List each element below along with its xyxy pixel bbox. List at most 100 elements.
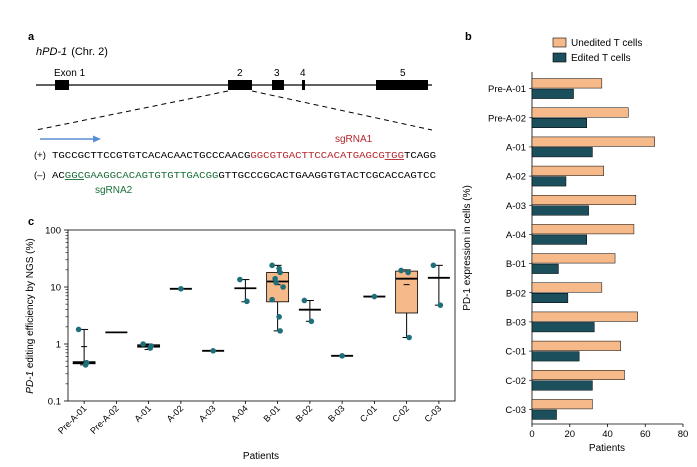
b-xtick-label: 40 (602, 429, 613, 440)
exon-5-box (376, 80, 428, 90)
c-point (308, 318, 315, 325)
gene-name: hPD-1 (36, 46, 67, 58)
c-x-axis: Pre-A-01 Pre-A-02 A-01 A-02 A-03 A-04 B-01 B-02… (56, 401, 443, 436)
c-group-A-02 (169, 285, 192, 292)
plus-seq-sgrna1: GGCGTGACTTCCACATGAGCG (250, 150, 384, 161)
c-point (75, 326, 82, 333)
legend-swatch-unedited (552, 37, 567, 48)
b-xlabel: Patients (589, 443, 625, 454)
b-bars (531, 78, 655, 420)
b-bar-edited-A-01 (531, 147, 593, 158)
plus-strand-label: (+) (34, 150, 46, 161)
minus-strand-sequence: AC GGC GAAGGCACAGTGTGTTGACGG GTTGCCCGCACTGA… (52, 170, 437, 181)
b-bar-edited-C-01 (531, 351, 580, 362)
b-bar-unedited-B-03 (531, 311, 638, 322)
c-marks (72, 262, 450, 368)
c-group-A-03 (202, 347, 225, 354)
gene-title: hPD-1 (Chr. 2) (36, 46, 108, 58)
sgrna1-label: sgRNA1 (335, 134, 373, 145)
c-point (178, 285, 184, 292)
b-category-labels: Pre-A-01 Pre-A-02 A-01 A-02 A-03 A-04 B-01 B-02… (488, 84, 532, 416)
panel-a: a hPD-1 (Chr. 2) Exon 1 2 3 4 5 sgRNA1 (+… (28, 31, 437, 196)
c-xlabel: Patients (243, 451, 279, 462)
b-xtick-label: 20 (564, 429, 575, 440)
c-point (437, 302, 444, 308)
exon-3-label: 3 (274, 68, 280, 79)
b-bar-edited-A-03 (531, 205, 589, 216)
b-category-label: Pre-A-02 (488, 113, 526, 124)
c-xtick-label: Pre-A-02 (88, 403, 121, 436)
c-group-B-02 (298, 297, 321, 325)
c-ytick-label: 0.1 (48, 397, 61, 408)
c-xtick-label: C-03 (422, 403, 443, 424)
exon-5-label: 5 (400, 68, 406, 79)
minus-seq-black-2: GTTGCCCGCACTGAAGGTGTACTCGCACCAGTCC (218, 170, 436, 181)
b-category-label: C-02 (505, 376, 526, 387)
b-bar-edited-Pre-A-01 (531, 88, 574, 99)
c-group-C-03 (427, 262, 450, 308)
b-category-label: C-01 (505, 347, 526, 358)
c-group-A-04 (234, 276, 257, 305)
c-point (398, 267, 404, 274)
gene-chromosome: (Chr. 2) (71, 46, 108, 58)
c-group-B-01 (266, 262, 290, 334)
plus-seq-pam: TGG (385, 150, 404, 161)
c-ytick-label: 100 (45, 226, 61, 237)
c-xtick-label: B-03 (326, 403, 347, 424)
b-bar-unedited-A-01 (531, 136, 655, 147)
panel-c: c PD-1 editing efficiency by NGS (%) Pat… (25, 216, 456, 462)
b-bar-unedited-A-03 (531, 195, 637, 205)
b-category-label: Pre-A-01 (488, 84, 526, 95)
plus-seq-black-2: TCAGG (404, 150, 436, 161)
c-xtick-label: A-02 (165, 403, 186, 424)
c-point (269, 296, 275, 303)
exon-2-label: 2 (237, 68, 243, 79)
b-xtick-label: 60 (640, 429, 651, 440)
b-bar-unedited-C-02 (531, 370, 625, 380)
c-ylabel: PD-1 editing efficiency by NGS (%) (25, 238, 36, 393)
c-xtick-label: Pre-A-01 (56, 403, 89, 436)
panel-label-c: c (28, 216, 34, 228)
c-ytick-label: 10 (50, 283, 61, 294)
c-point (140, 341, 146, 347)
c-point (339, 353, 345, 359)
c-ytick-label: 1 (56, 340, 61, 351)
c-point (405, 269, 411, 276)
c-group-Pre-A-01 (72, 326, 96, 368)
b-bar-edited-C-02 (531, 380, 593, 391)
b-bar-unedited-B-01 (531, 253, 616, 264)
plus-seq-black-1: TGCCGCTTCCGTGTCACACAACTGCCCAACG (52, 150, 250, 161)
c-point (273, 279, 279, 286)
exon-1-label: Exon 1 (54, 68, 86, 79)
c-point (280, 284, 286, 290)
exon-3-box (272, 80, 284, 90)
b-bar-unedited-C-03 (531, 399, 593, 410)
c-point (83, 359, 90, 366)
legend-label-edited: Edited T cells (571, 53, 631, 64)
b-category-label: C-03 (505, 405, 526, 416)
b-bar-edited-B-02 (531, 293, 569, 303)
c-point (237, 276, 243, 283)
c-point (430, 262, 437, 269)
b-bar-unedited-C-01 (531, 340, 621, 351)
b-bar-unedited-A-02 (531, 165, 604, 176)
c-xtick-label: A-03 (197, 403, 218, 424)
primer-arrow-head (93, 135, 101, 143)
b-bar-edited-C-03 (531, 409, 557, 420)
b-bar-edited-A-02 (531, 176, 567, 187)
panel-label-a: a (28, 31, 35, 43)
c-point (277, 269, 283, 276)
b-bar-unedited-Pre-A-02 (531, 107, 629, 118)
c-xtick-label: C-02 (390, 403, 411, 424)
b-category-label: A-02 (506, 172, 526, 183)
plot-c-frame (67, 229, 456, 402)
c-group-C-01 (363, 293, 386, 300)
minus-strand-label: (–) (34, 170, 46, 181)
legend-label-unedited: Unedited T cells (571, 38, 642, 49)
legend-swatch-edited (552, 52, 567, 63)
b-category-label: B-01 (506, 259, 526, 270)
c-xtick-label: A-04 (229, 403, 250, 424)
sgrna2-label: sgRNA2 (95, 185, 133, 196)
c-point (277, 328, 283, 334)
